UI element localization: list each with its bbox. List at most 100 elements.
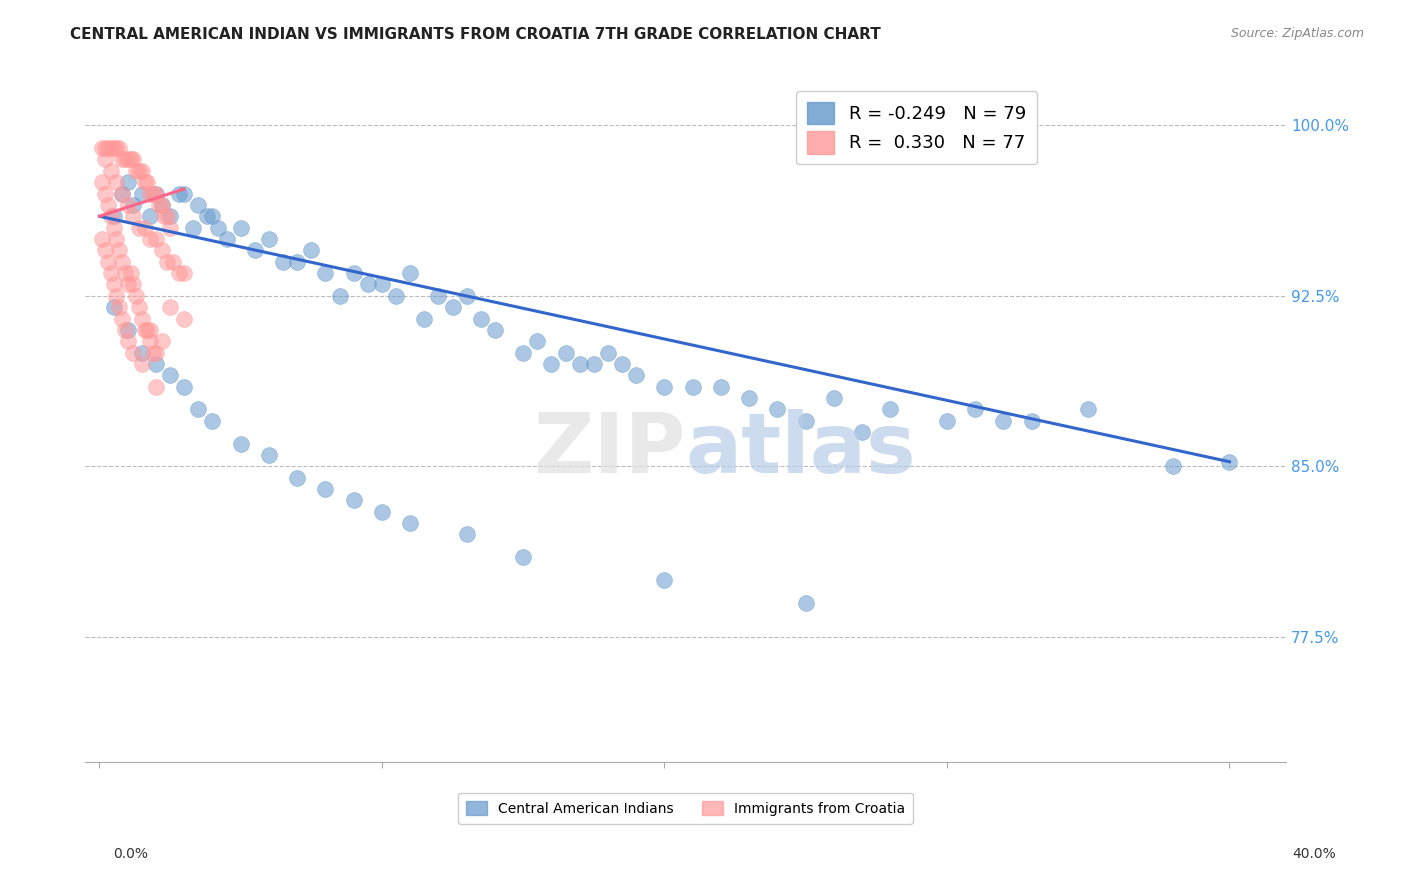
Point [145,186,167,201]
Point [128,220,150,235]
Point [794,596,817,610]
Point [201,209,224,223]
Point [97,254,120,268]
Point [314,482,336,496]
Point [540,357,562,371]
Point [139,186,162,201]
Point [131,163,153,178]
Point [456,527,478,541]
Point [399,266,422,280]
Point [94,244,117,258]
Point [512,345,534,359]
Point [654,573,676,587]
Point [94,141,117,155]
Point [173,186,195,201]
Point [470,311,492,326]
Point [399,516,422,530]
Point [554,345,576,359]
Point [108,300,131,314]
Point [120,266,142,280]
Point [114,266,136,280]
Point [122,198,145,212]
Point [162,254,184,268]
Point [456,289,478,303]
Point [139,334,162,349]
Point [97,198,120,212]
Point [201,414,224,428]
Point [207,220,229,235]
Point [156,254,179,268]
Point [142,186,165,201]
Point [153,209,176,223]
Point [229,436,252,450]
Point [131,186,153,201]
Point [100,209,122,223]
Point [156,209,179,223]
Text: 40.0%: 40.0% [1292,847,1337,861]
Point [441,300,464,314]
Point [568,357,591,371]
Point [114,153,136,167]
Point [134,220,156,235]
Point [134,323,156,337]
Point [125,289,148,303]
Point [371,277,394,292]
Point [114,323,136,337]
Point [343,266,366,280]
Point [122,345,145,359]
Point [682,380,704,394]
Point [91,141,114,155]
Point [526,334,548,349]
Point [936,414,959,428]
Text: Source: ZipAtlas.com: Source: ZipAtlas.com [1230,27,1364,40]
Point [187,402,209,417]
Point [215,232,238,246]
Point [738,391,761,405]
Point [159,368,181,383]
Point [167,266,190,280]
Point [257,232,280,246]
Point [993,414,1015,428]
Point [654,380,676,394]
Point [117,153,139,167]
Point [94,186,117,201]
Point [965,402,987,417]
Point [117,198,139,212]
Point [879,402,901,417]
Point [105,232,128,246]
Point [610,357,633,371]
Point [329,289,352,303]
Point [103,141,125,155]
Point [91,232,114,246]
Point [91,175,114,189]
Point [108,141,131,155]
Point [111,254,134,268]
Point [271,254,294,268]
Point [766,402,789,417]
Point [257,448,280,462]
Point [299,244,322,258]
Point [181,220,204,235]
Point [120,153,142,167]
Point [285,254,308,268]
Point [122,153,145,167]
Point [145,186,167,201]
Point [111,153,134,167]
Point [145,232,167,246]
Point [136,175,159,189]
Point [128,300,150,314]
Point [97,141,120,155]
Text: atlas: atlas [686,409,917,491]
Point [136,323,159,337]
Point [103,300,125,314]
Point [229,220,252,235]
Point [150,244,173,258]
Point [111,186,134,201]
Point [159,300,181,314]
Point [111,311,134,326]
Point [100,163,122,178]
Point [139,209,162,223]
Point [243,244,266,258]
Point [105,175,128,189]
Point [125,163,148,178]
